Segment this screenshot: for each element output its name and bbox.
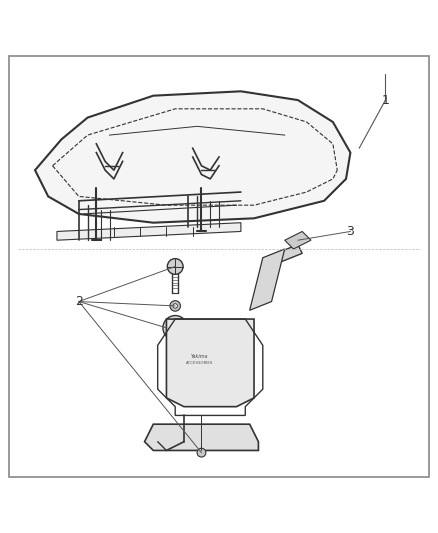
Circle shape (170, 301, 180, 311)
Text: ACCESSORIES: ACCESSORIES (186, 361, 213, 365)
PathPatch shape (57, 223, 241, 240)
Text: 3: 3 (346, 225, 354, 238)
Circle shape (167, 259, 183, 274)
Text: Yakima: Yakima (191, 354, 208, 359)
Polygon shape (250, 249, 285, 310)
Polygon shape (145, 424, 258, 450)
Circle shape (197, 448, 206, 457)
Text: 1: 1 (381, 94, 389, 107)
Circle shape (169, 321, 182, 334)
Polygon shape (285, 231, 311, 249)
Polygon shape (166, 319, 254, 407)
Circle shape (173, 304, 177, 308)
Polygon shape (35, 91, 350, 223)
Polygon shape (276, 245, 302, 262)
Text: 2: 2 (75, 295, 83, 308)
Circle shape (163, 316, 187, 340)
FancyBboxPatch shape (9, 56, 429, 477)
